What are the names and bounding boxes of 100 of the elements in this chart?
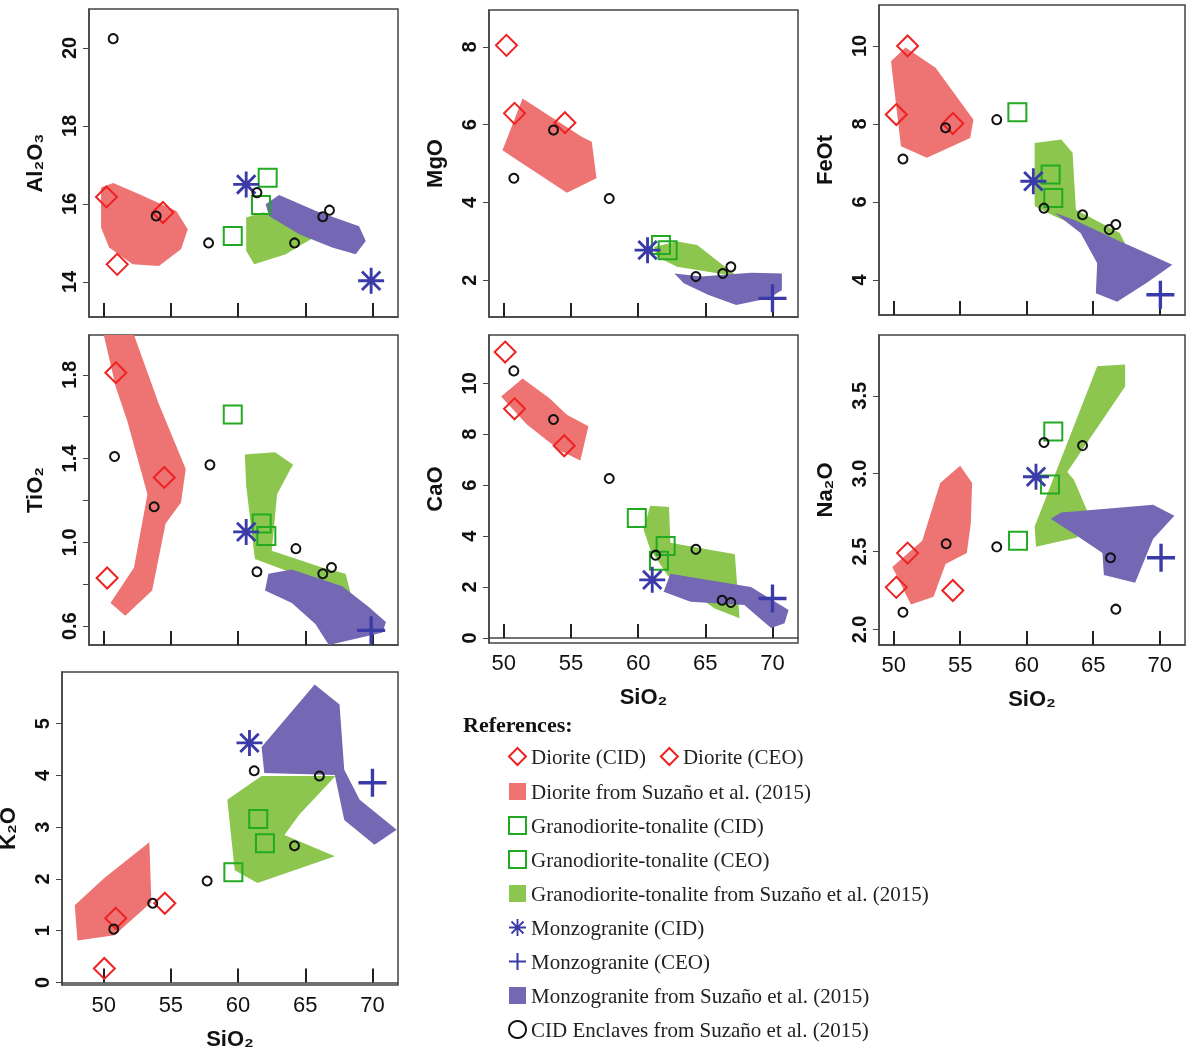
point — [650, 235, 671, 256]
point — [884, 575, 908, 599]
point — [204, 459, 216, 471]
point — [1105, 552, 1116, 564]
x-tick-label: 70 — [760, 649, 785, 675]
x-tick-label: 65 — [693, 649, 718, 675]
x-axis-title: SiO₂ — [206, 1025, 254, 1047]
point — [289, 840, 301, 852]
y-tick-label: 3 — [31, 821, 53, 833]
point — [147, 897, 159, 909]
legend-label: Granodiorite-tonalite (CID) — [531, 813, 764, 838]
point — [358, 267, 385, 294]
point — [1077, 440, 1089, 452]
point — [940, 538, 952, 550]
point — [991, 541, 1003, 553]
y-tick-label: 2 — [458, 274, 480, 286]
x-axis-title: SiO₂ — [1008, 685, 1056, 711]
point — [548, 414, 559, 426]
y-tick-label: 6 — [458, 119, 480, 131]
point — [104, 906, 128, 930]
point — [148, 501, 160, 513]
point — [548, 124, 559, 136]
legend-label: Diorite from Suzaño et al. (2015) — [531, 779, 811, 804]
point — [105, 252, 129, 276]
x-tick-label: 55 — [158, 991, 184, 1017]
point — [896, 34, 920, 58]
x-tick-label: 55 — [947, 651, 973, 677]
x-tick-label: 55 — [558, 649, 584, 675]
point — [716, 594, 728, 606]
point — [150, 210, 162, 222]
y-tick-label: 6 — [848, 196, 870, 208]
point — [603, 473, 615, 485]
point — [201, 875, 213, 887]
point — [991, 114, 1003, 126]
y-tick-label: 8 — [458, 41, 480, 53]
point — [92, 956, 116, 980]
y-tick-label: 8 — [458, 428, 480, 440]
y-tick-label: 14 — [58, 269, 80, 294]
point — [690, 271, 702, 283]
y-tick-label: 3.0 — [848, 459, 870, 488]
y-axis-title: MgO — [421, 139, 447, 188]
point — [603, 192, 615, 204]
y-axis-title: K₂O — [0, 807, 20, 850]
point — [256, 526, 277, 547]
x-tick-label: 60 — [225, 991, 251, 1017]
point — [1038, 436, 1050, 448]
point — [236, 729, 263, 756]
point — [758, 584, 787, 613]
y-tick-label: 1 — [31, 925, 53, 937]
x-tick-label: 70 — [360, 991, 385, 1017]
y-tick-label: 2 — [31, 873, 53, 885]
x-tick-label: 70 — [1147, 651, 1172, 677]
point — [1043, 421, 1064, 442]
point — [152, 465, 176, 489]
point — [725, 597, 737, 609]
point — [897, 606, 909, 618]
y-tick-label: 0.6 — [58, 612, 80, 641]
point — [884, 103, 908, 127]
point — [690, 543, 702, 555]
point — [1040, 164, 1061, 185]
point — [248, 765, 260, 777]
y-tick-label: 2.0 — [848, 615, 870, 644]
point — [358, 768, 387, 797]
point — [203, 237, 215, 249]
point — [897, 153, 909, 165]
point — [941, 112, 965, 136]
y-tick-label: 1.8 — [58, 360, 80, 389]
y-tick-label: 20 — [58, 36, 80, 60]
point — [1146, 280, 1175, 309]
legend-title: References: — [463, 711, 573, 737]
y-tick-label: 10 — [458, 372, 480, 395]
point — [94, 185, 118, 209]
y-tick-label: 0 — [458, 632, 480, 644]
point — [251, 187, 263, 199]
y-tick-label: 4 — [848, 273, 870, 286]
y-axis-title: Al₂O₃ — [21, 133, 47, 193]
point — [639, 566, 666, 593]
point — [494, 33, 518, 57]
point — [1077, 209, 1089, 221]
legend-label: Granodiorite-tonalite (CEO) — [531, 847, 770, 872]
y-tick-label: 0 — [31, 976, 53, 988]
y-axis-title: TiO₂ — [21, 466, 47, 514]
point — [251, 513, 272, 534]
point — [1038, 202, 1050, 214]
point — [104, 361, 128, 385]
x-axis-title: SiO₂ — [619, 683, 668, 709]
point — [508, 365, 520, 377]
point — [357, 616, 386, 645]
y-axis-title: FeOt — [811, 134, 837, 186]
point — [290, 543, 302, 555]
legend-label: Granodiorite-tonalite from Suzaño et al. (2015) — [531, 881, 929, 906]
y-tick-label: 1.0 — [58, 528, 80, 557]
point — [250, 195, 271, 216]
point — [95, 566, 119, 590]
point — [317, 568, 329, 580]
point — [222, 225, 243, 246]
legend-label: Monzogranite (CID) — [531, 915, 705, 940]
point — [493, 340, 517, 364]
point — [896, 541, 920, 565]
y-tick-label: 8 — [848, 118, 870, 130]
